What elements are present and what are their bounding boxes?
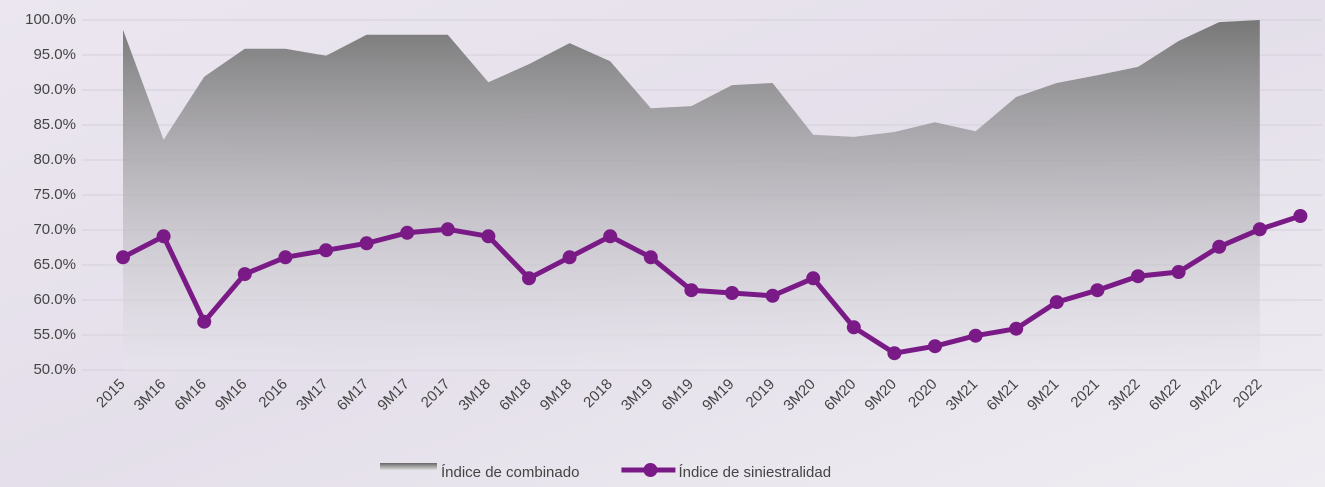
y-tick-label: 65.0%: [33, 256, 76, 273]
marker: [522, 271, 536, 286]
marker: [846, 320, 861, 335]
marker: [481, 229, 496, 244]
y-tick-label: 75.0%: [33, 186, 76, 203]
marker: [1009, 321, 1024, 336]
legend-swatch: [380, 463, 437, 470]
y-tick-label: 50.0%: [33, 361, 76, 378]
marker: [928, 339, 942, 354]
marker: [440, 222, 455, 237]
marker: [684, 283, 699, 298]
marker: [1049, 295, 1064, 310]
marker: [725, 286, 739, 300]
marker: [887, 346, 902, 361]
legend-marker: [643, 463, 658, 477]
marker: [197, 314, 212, 329]
marker: [1131, 269, 1145, 284]
y-tick-label: 60.0%: [33, 291, 76, 308]
marker: [968, 328, 983, 343]
marker: [562, 250, 577, 265]
marker: [1293, 209, 1308, 223]
marker: [1252, 222, 1267, 237]
marker: [116, 250, 130, 265]
marker: [278, 250, 293, 265]
marker: [643, 250, 658, 265]
y-tick-label: 90.0%: [33, 81, 76, 98]
marker: [237, 267, 252, 282]
marker: [359, 236, 374, 251]
y-tick-label: 100.0%: [25, 11, 76, 28]
y-tick-label: 80.0%: [33, 151, 76, 168]
area: [123, 20, 1260, 370]
marker: [156, 229, 171, 244]
legend-label: Índice de siniestralidad: [678, 464, 831, 481]
y-tick-label: 85.0%: [33, 116, 76, 133]
marker: [319, 243, 333, 258]
marker: [1212, 239, 1227, 254]
y-tick-label: 70.0%: [33, 221, 76, 238]
legend-label: Índice de combinado: [441, 464, 579, 481]
marker: [1090, 283, 1105, 298]
y-tick-label: 95.0%: [33, 46, 76, 63]
marker: [603, 229, 618, 244]
marker: [806, 271, 821, 286]
marker: [1171, 265, 1186, 279]
marker: [400, 225, 415, 240]
marker: [765, 288, 780, 303]
y-tick-label: 55.0%: [33, 326, 76, 343]
